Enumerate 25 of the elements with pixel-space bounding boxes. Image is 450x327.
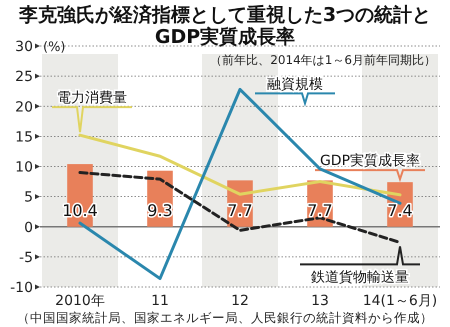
subtitle: （前年比、2014年は1～6月前年同期比） (210, 53, 436, 67)
y-axis-title: (%) (43, 40, 66, 55)
series-label: GDP実質成長率 (320, 153, 420, 170)
x-tick-label: 13 (311, 293, 329, 309)
y-tick-label: 20 (15, 99, 33, 116)
text: （中国国家統計局、国家エネルギー局、人民銀行の統計資料から作成） (17, 310, 433, 325)
x-tick-label: 14(1～6月) (362, 293, 438, 309)
x-tick-label: 2010年 (55, 293, 105, 309)
data-label: 7.4 (387, 200, 413, 220)
data-label: 7.7 (307, 200, 333, 220)
data-label: 9.3 (147, 200, 173, 220)
data-label: 7.7 (227, 200, 253, 220)
x-tick-label: 11 (151, 293, 169, 309)
x-tick-label: 12 (231, 293, 249, 309)
series-label: 融資規模 (267, 76, 323, 92)
y-tick-label: 30 (15, 39, 33, 55)
y-tick-label: 0 (24, 220, 33, 236)
y-tick-label: -10 (10, 280, 33, 296)
y-tick-label: 15 (15, 129, 33, 146)
y-tick-label: 10 (15, 160, 33, 176)
y-tick-label: 25 (15, 69, 33, 86)
text: 電力消費量 (57, 90, 127, 106)
y-tick-label: -5 (19, 250, 33, 266)
y-tick-label: 5 (24, 190, 33, 206)
text: 鉄道貨物輸送量 (311, 269, 409, 286)
